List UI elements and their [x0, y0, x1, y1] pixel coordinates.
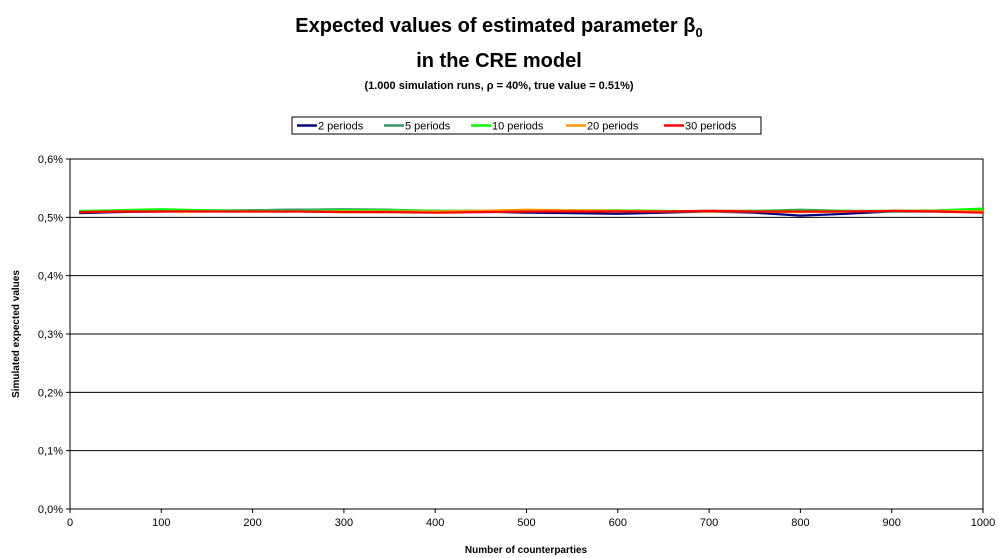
legend-label-5: 30 periods — [685, 121, 737, 133]
chart-title-main: Expected values of estimated parameter β — [295, 15, 695, 37]
y-tick-label: 0,0% — [38, 504, 63, 516]
x-tick-label: 800 — [791, 517, 809, 529]
x-tick-label: 200 — [243, 517, 261, 529]
x-tick-label: 600 — [609, 517, 627, 529]
legend-label-2: 5 periods — [405, 121, 451, 133]
x-tick-label: 1000 — [971, 517, 995, 529]
x-tick-label: 0 — [67, 517, 73, 529]
x-tick-label: 100 — [152, 517, 170, 529]
legend-box — [291, 116, 762, 135]
series-line-5 — [79, 209, 984, 214]
chart-title-line2: in the CRE model — [416, 50, 582, 72]
gridlines — [70, 216, 983, 452]
x-tick-label: 900 — [883, 517, 901, 529]
legend-label-1: 2 periods — [318, 121, 364, 133]
x-tick-label: 400 — [426, 517, 444, 529]
chart-subtitle: (1.000 simulation runs, ρ = 40%, true va… — [364, 80, 633, 92]
chart-title-line1: Expected values of estimated parameter β… — [295, 15, 702, 40]
x-axis-label: Number of counterparties — [465, 545, 588, 556]
x-tick-label: 300 — [335, 517, 353, 529]
y-axis-label: Simulated expected values — [11, 270, 22, 398]
legend: 2 periods 5 periods 10 periods 20 periods 30… — [291, 116, 762, 135]
y-tick-label: 0,1% — [38, 446, 63, 458]
chart-title-subscript: 0 — [695, 25, 702, 40]
y-tick-label: 0,3% — [38, 329, 63, 341]
y-tick-label: 0,6% — [38, 154, 63, 166]
x-tick-label: 700 — [700, 517, 718, 529]
y-tick-label: 0,2% — [38, 387, 63, 399]
plot-area — [69, 158, 984, 510]
y-axis: 0,0% 0,1% 0,2% 0,3% 0,4% 0,5% 0,6% — [38, 154, 70, 516]
y-tick-label: 0,5% — [38, 212, 63, 224]
y-tick-label: 0,4% — [38, 271, 63, 283]
x-tick-label: 500 — [517, 517, 535, 529]
x-axis: 0 100 200 300 400 500 600 700 800 900 1000 — [67, 509, 995, 529]
series-layer — [79, 207, 984, 217]
legend-label-3: 10 periods — [492, 121, 544, 133]
legend-label-4: 20 periods — [587, 121, 639, 133]
